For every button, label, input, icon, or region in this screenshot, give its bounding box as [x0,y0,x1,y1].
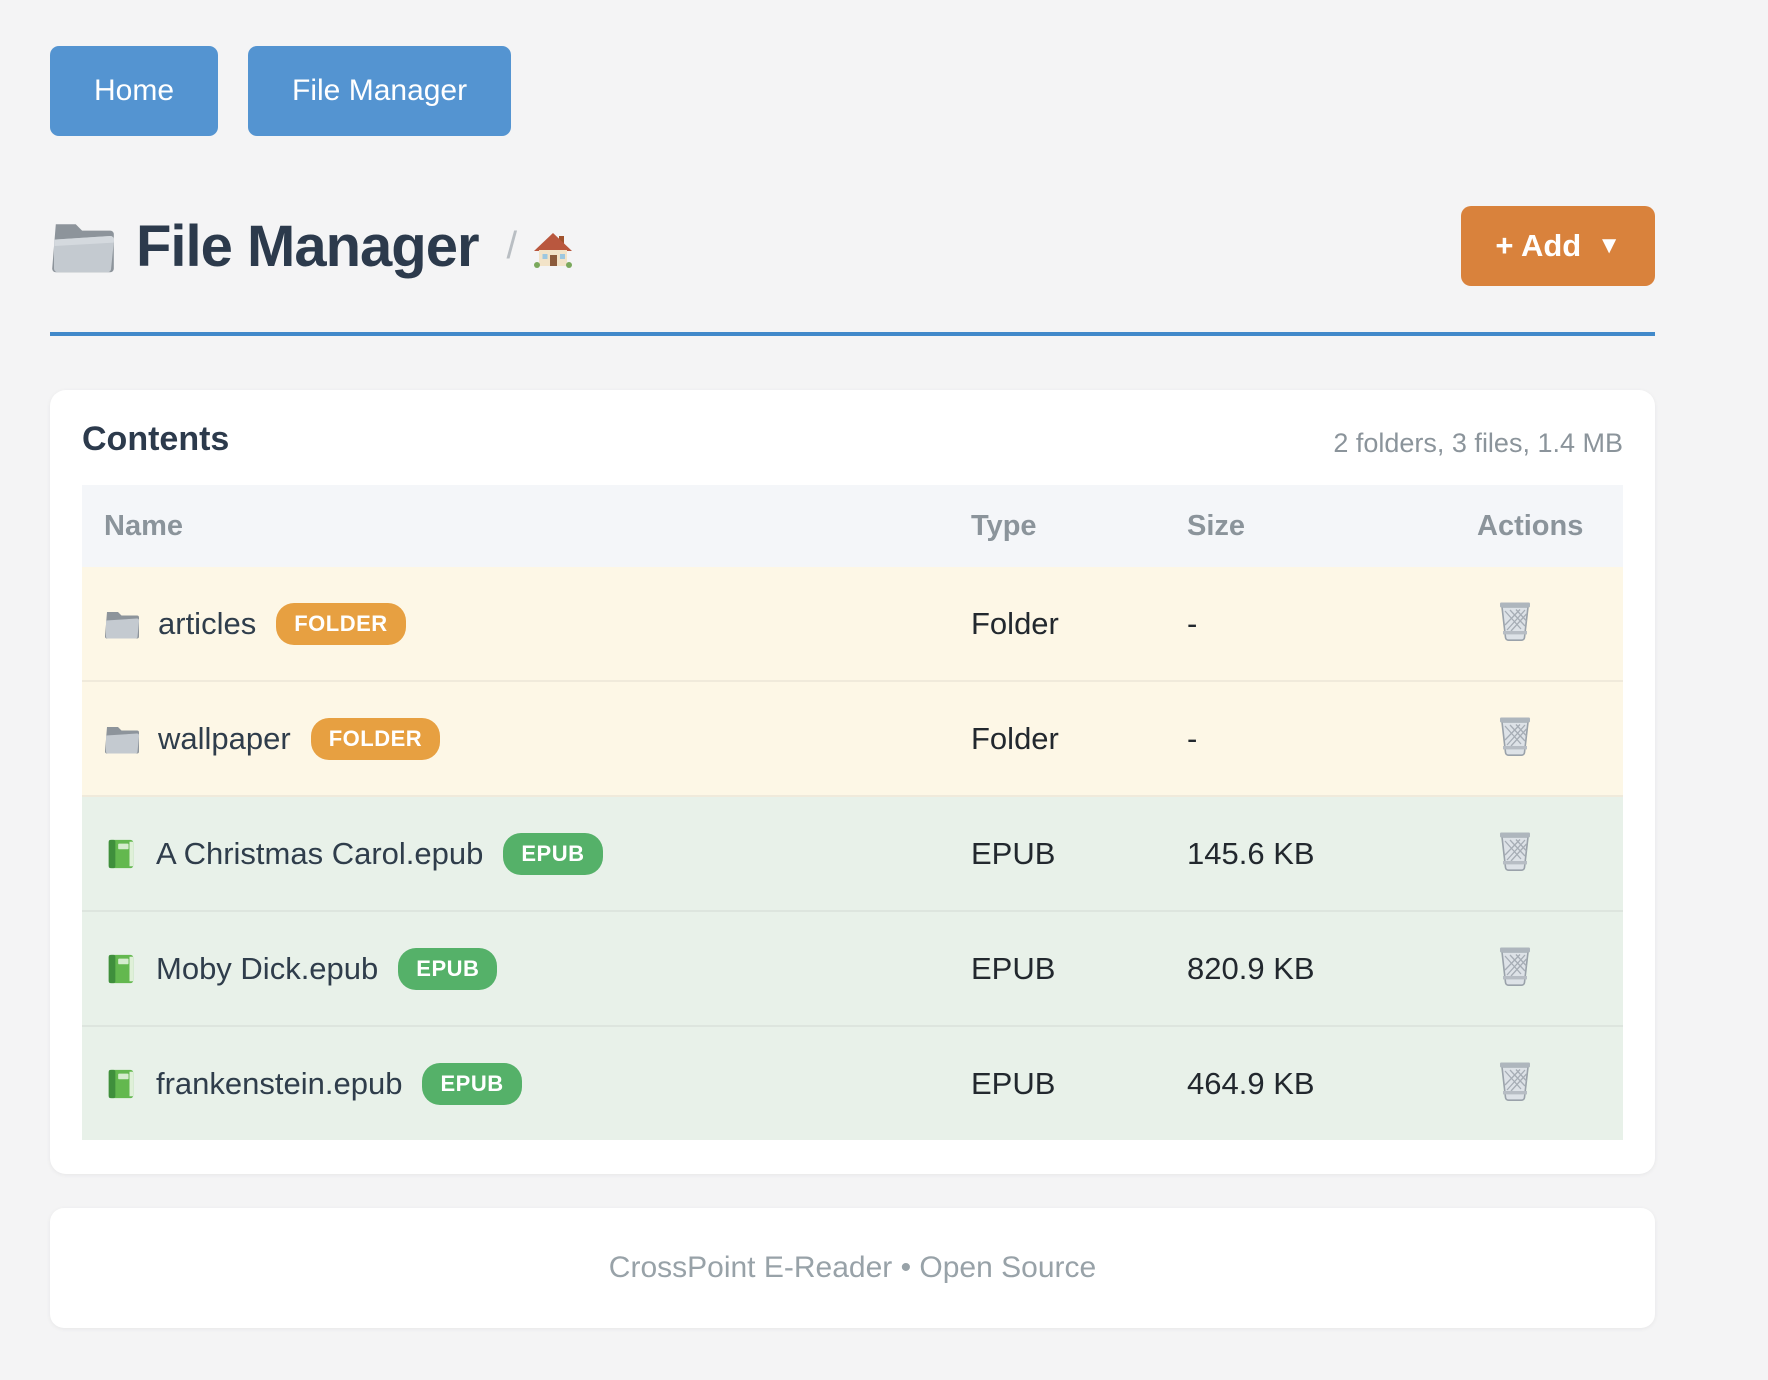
house-icon[interactable] [533,230,573,270]
delete-button[interactable] [1495,598,1535,645]
actions-cell [1477,713,1623,765]
actions-cell [1477,598,1623,650]
file-type-badge: FOLDER [310,717,441,760]
file-table: Name Type Size Actions [82,485,1623,1140]
file-name: A Christmas Carol.epub [156,835,484,871]
column-header-name: Name [104,509,183,542]
column-header-actions: Actions [1477,509,1584,542]
delete-button[interactable] [1495,828,1535,875]
file-size: 464.9 KB [1187,1065,1315,1101]
actions-cell [1477,828,1623,880]
chevron-down-icon: ▼ [1597,232,1621,259]
file-name-cell: wallpaper FOLDER [82,717,971,760]
table-row[interactable]: wallpaper FOLDER Folder - [82,682,1623,797]
delete-button[interactable] [1495,943,1535,990]
contents-title: Contents [82,420,230,458]
file-type: Folder [971,605,1059,641]
contents-header: Contents 2 folders, 3 files, 1.4 MB [82,420,1623,459]
delete-button[interactable] [1495,713,1535,760]
trash-icon [1495,1058,1535,1105]
page-title: File Manager [136,213,480,279]
trash-icon [1495,713,1535,760]
actions-cell [1477,1058,1623,1110]
file-type: EPUB [971,835,1056,871]
folder-icon [104,608,140,640]
title-group: File Manager / [50,213,573,280]
green-book-icon [104,837,138,871]
page-header: File Manager / + Add ▼ [50,194,1655,298]
add-button-label: + Add [1495,228,1582,263]
table-row[interactable]: articles FOLDER Folder - [82,567,1623,682]
file-size: 820.9 KB [1187,950,1315,986]
file-size: 145.6 KB [1187,835,1315,871]
column-header-size: Size [1187,509,1246,542]
trash-icon [1495,943,1535,990]
file-name-cell: articles FOLDER [82,602,971,645]
table-row[interactable]: Moby Dick.epub EPUB EPUB 820.9 KB [82,912,1623,1027]
file-name: articles [158,605,257,641]
trash-icon [1495,598,1535,645]
file-type-badge: EPUB [503,832,603,875]
nav-file-manager-button[interactable]: File Manager [248,46,512,136]
actions-cell [1477,943,1623,995]
file-type: Folder [971,720,1059,756]
green-book-icon [104,952,138,986]
file-type: EPUB [971,1065,1056,1101]
trash-icon [1495,828,1535,875]
title-divider [50,332,1655,336]
footer-text: CrossPoint E-Reader • Open Source [608,1251,1097,1284]
breadcrumb-separator: / [506,224,518,267]
file-size: - [1187,720,1198,756]
file-type-badge: EPUB [398,947,498,990]
file-type-badge: EPUB [422,1062,522,1105]
table-header-row: Name Type Size Actions [82,485,1623,567]
delete-button[interactable] [1495,1058,1535,1105]
green-book-icon [104,1067,138,1101]
file-name-cell: Moby Dick.epub EPUB [82,947,971,990]
table-body: articles FOLDER Folder - [82,567,1623,1140]
table-row[interactable]: A Christmas Carol.epub EPUB EPUB 145.6 K… [82,797,1623,912]
file-name: wallpaper [158,720,291,756]
column-header-type: Type [971,509,1037,542]
file-name: Moby Dick.epub [156,950,379,986]
top-nav: Home File Manager [50,46,1655,136]
page-container: Home File Manager File Manager / [50,0,1655,1328]
file-size: - [1187,605,1198,641]
file-type-badge: FOLDER [276,602,406,645]
add-button[interactable]: + Add ▼ [1461,206,1655,286]
footer: CrossPoint E-Reader • Open Source [50,1208,1655,1328]
file-name: frankenstein.epub [156,1065,403,1101]
folder-icon [50,217,116,275]
contents-summary: 2 folders, 3 files, 1.4 MB [1333,428,1623,458]
table-row[interactable]: frankenstein.epub EPUB EPUB 464.9 KB [82,1027,1623,1140]
nav-home-button[interactable]: Home [50,46,219,136]
contents-card: Contents 2 folders, 3 files, 1.4 MB Name… [50,390,1655,1174]
file-name-cell: A Christmas Carol.epub EPUB [82,832,971,875]
file-name-cell: frankenstein.epub EPUB [82,1062,971,1105]
file-type: EPUB [971,950,1056,986]
folder-icon [104,723,140,755]
